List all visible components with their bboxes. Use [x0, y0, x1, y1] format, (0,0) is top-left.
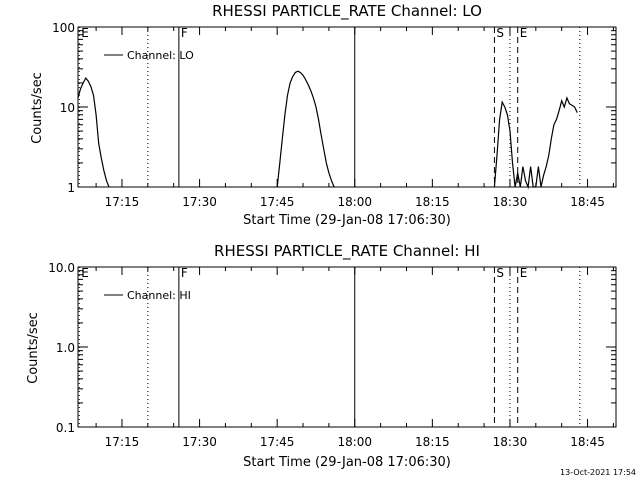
event-marker-label: S: [496, 266, 504, 280]
x-tick-label: 18:30: [493, 435, 528, 449]
legend-label: Channel: LO: [127, 49, 194, 62]
x-tick-label: 18:15: [415, 435, 450, 449]
x-tick-label: 18:00: [337, 195, 372, 209]
y-tick-label: 100: [52, 21, 75, 35]
y-tick-label: 1: [67, 181, 75, 195]
x-axis-label: Start Time (29-Jan-08 17:06:30): [243, 455, 451, 470]
panel-title: RHESSI PARTICLE_RATE Channel: HI: [214, 242, 480, 261]
x-tick-label: 18:45: [570, 435, 605, 449]
x-tick-label: 17:15: [105, 195, 140, 209]
x-tick-label: 18:30: [493, 195, 528, 209]
x-tick-label: 18:00: [337, 435, 372, 449]
x-tick-label: 17:45: [260, 195, 295, 209]
series-line: [77, 77, 110, 188]
legend-label: Channel: HI: [127, 289, 191, 302]
x-tick-label: 17:30: [182, 195, 217, 209]
x-tick-label: 17:30: [182, 435, 217, 449]
x-tick-label: 17:45: [260, 435, 295, 449]
x-tick-label: 18:15: [415, 195, 450, 209]
x-tick-label: 18:45: [570, 195, 605, 209]
event-marker-label: F: [181, 26, 188, 40]
event-marker-label: S: [496, 26, 504, 40]
y-tick-label: 1.0: [56, 341, 75, 355]
lo-channel-panel: RHESSI PARTICLE_RATE Channel: LO Start T…: [30, 2, 617, 228]
event-marker-label: E: [81, 26, 89, 40]
y-tick-label: 0.1: [56, 421, 75, 435]
series-line: [276, 70, 335, 188]
event-marker-label: E: [520, 266, 528, 280]
y-axis-label: Counts/sec: [30, 72, 45, 144]
hi-channel-panel: RHESSI PARTICLE_RATE Channel: HI Start T…: [26, 242, 617, 470]
x-tick-label: 17:15: [105, 435, 140, 449]
series-line: [493, 96, 578, 190]
x-axis-label: Start Time (29-Jan-08 17:06:30): [243, 213, 451, 228]
event-marker-label: E: [81, 266, 89, 280]
event-marker-label: E: [520, 26, 528, 40]
event-marker-label: F: [181, 266, 188, 280]
panel-title: RHESSI PARTICLE_RATE Channel: LO: [212, 2, 482, 21]
y-tick-label: 10: [60, 101, 75, 115]
y-axis-label: Counts/sec: [26, 312, 41, 384]
y-tick-label: 10.0: [48, 261, 75, 275]
generation-timestamp: 13-Oct-2021 17:54: [560, 468, 636, 477]
